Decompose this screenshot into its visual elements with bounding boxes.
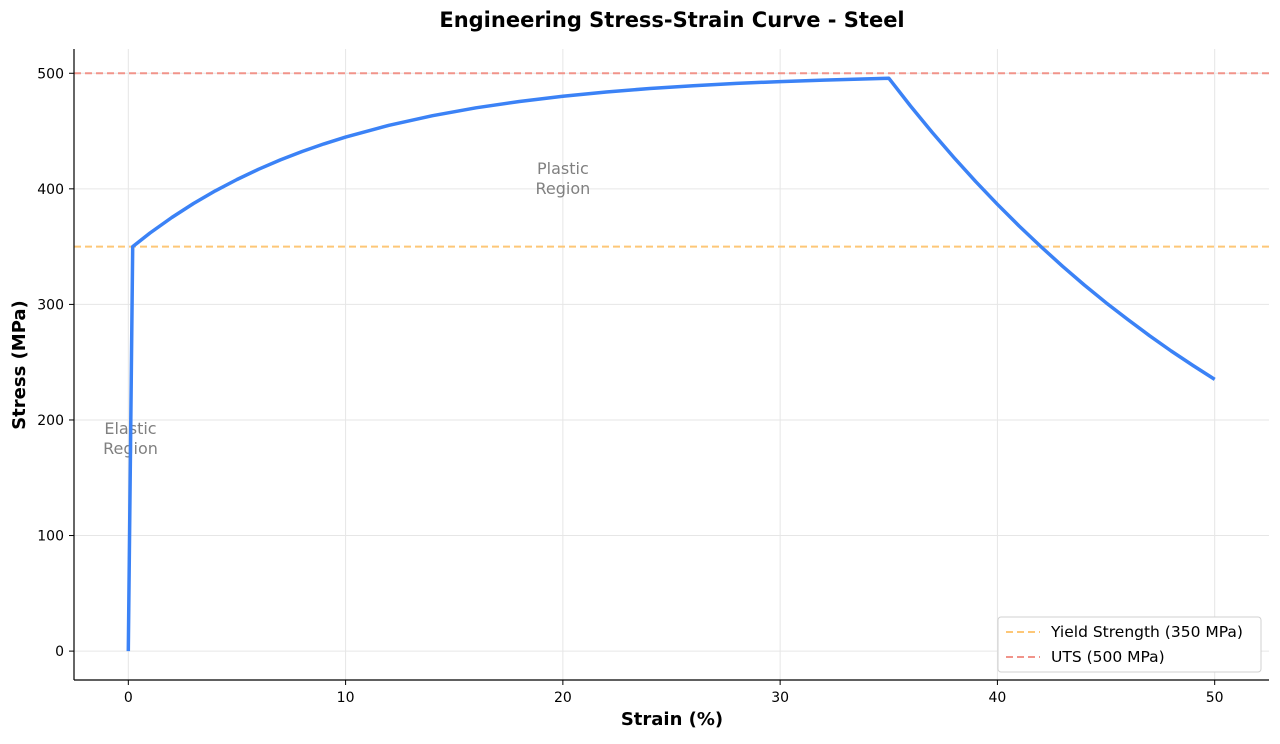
legend-label: Yield Strength (350 MPa) [1050,623,1243,641]
series [128,78,1215,651]
legend: Yield Strength (350 MPa) UTS (500 MPa) [998,617,1261,672]
y-tick-label: 200 [37,413,64,429]
x-tick-label: 30 [771,690,789,706]
y-tick-label: 100 [37,529,64,545]
x-tick-label: 0 [124,690,133,706]
x-tick-label: 50 [1206,690,1224,706]
grid [74,49,1269,680]
stress-strain-line [128,78,1214,651]
x-tick-label: 20 [554,690,572,706]
x-axis-label: Strain (%) [621,709,723,730]
annotation-line: Plastic [537,159,589,178]
y-axis-label: Stress (MPa) [9,300,30,430]
chart-title: Engineering Stress-Strain Curve - Steel [439,8,904,32]
y-tick-label: 500 [37,66,64,82]
y-tick-label: 300 [37,297,64,313]
y-tick-label: 400 [37,182,64,198]
x-tick-label: 40 [988,690,1006,706]
reference-lines [74,73,1269,246]
x-tick-label: 10 [337,690,355,706]
y-tick-label: 0 [55,644,64,660]
legend-label: UTS (500 MPa) [1051,648,1165,666]
annotation-line: Region [535,179,590,198]
